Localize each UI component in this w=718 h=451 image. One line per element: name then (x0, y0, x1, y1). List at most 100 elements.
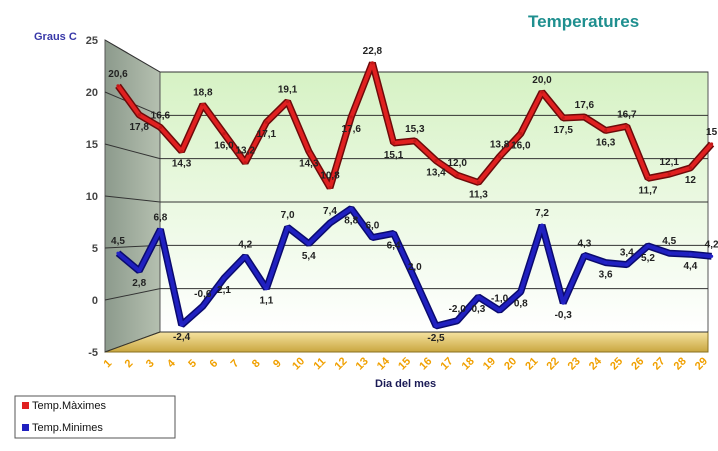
data-label: 10,8 (320, 171, 340, 182)
legend-label-maximes: Temp.Màximes (32, 400, 106, 412)
data-point (265, 121, 268, 124)
data-point (710, 142, 713, 145)
x-tick-label: 2 (123, 357, 136, 370)
data-label: 15,3 (405, 124, 425, 135)
x-tick-label: 19 (481, 355, 498, 372)
y-tick-label: 15 (86, 139, 98, 151)
data-point (138, 269, 141, 272)
data-point (540, 90, 543, 93)
data-point (434, 159, 437, 162)
data-point (646, 177, 649, 180)
data-point (307, 242, 310, 245)
data-point (540, 224, 543, 227)
data-label: 5,4 (302, 251, 316, 262)
data-point (434, 324, 437, 327)
data-label: 4,5 (662, 236, 676, 247)
data-label: 7,0 (281, 210, 295, 221)
data-label: 0,3 (471, 304, 485, 315)
x-tick-label: 16 (417, 355, 434, 372)
data-label: 4,5 (111, 236, 125, 247)
data-label: 0,8 (514, 299, 528, 310)
y-tick-label: 10 (86, 191, 98, 203)
data-label: 3,4 (620, 248, 634, 259)
data-label: 14,3 (299, 158, 319, 169)
x-axis-label: Dia del mes (375, 378, 436, 390)
data-label: 18,8 (193, 88, 213, 99)
x-tick-label: 14 (375, 355, 393, 373)
x-tick-label: 11 (312, 356, 329, 373)
data-point (625, 263, 628, 266)
data-point (159, 228, 162, 231)
y-tick-label: -5 (88, 347, 98, 359)
x-tick-label: 8 (250, 357, 263, 370)
x-tick-label: 9 (271, 357, 284, 370)
data-point (265, 287, 268, 290)
data-label: -2,4 (173, 332, 191, 343)
data-point (371, 61, 374, 64)
chart-title: Temperatures (528, 12, 639, 31)
data-point (456, 174, 459, 177)
x-tick-label: 29 (693, 355, 710, 372)
data-label: 20,6 (108, 69, 128, 80)
data-point (159, 126, 162, 129)
data-label: -0,6 (194, 289, 212, 300)
x-tick-label: 6 (207, 357, 220, 370)
data-point (328, 186, 331, 189)
data-point (413, 278, 416, 281)
data-label: -1,0 (491, 293, 509, 304)
data-point (371, 236, 374, 239)
data-point (392, 141, 395, 144)
x-tick-label: 18 (460, 355, 477, 372)
x-axis-ticks: 1 2 3 4 5 6 7 8 9 10 11 12 13 14 15 16 17 18 19 20 21 22 23 24 2… (101, 355, 710, 373)
data-point (222, 132, 225, 135)
data-point (498, 309, 501, 312)
data-point (180, 150, 183, 153)
data-point (350, 115, 353, 118)
data-point (583, 115, 586, 118)
data-label: 7,2 (535, 208, 549, 219)
y-axis-ticks: -5 0 5 10 15 20 25 (86, 35, 98, 359)
data-label: 8,8 (344, 216, 358, 227)
data-point (668, 252, 671, 255)
data-label: 20,0 (532, 75, 552, 86)
x-tick-label: 15 (396, 355, 413, 372)
x-tick-label: 10 (290, 355, 307, 372)
data-point (201, 305, 204, 308)
data-point (477, 181, 480, 184)
data-label: 3,6 (599, 270, 613, 281)
data-label: 17,8 (129, 122, 149, 133)
x-tick-label: 22 (545, 355, 562, 372)
data-label: 16,3 (596, 138, 616, 149)
data-point (604, 261, 607, 264)
data-point (413, 139, 416, 142)
data-label: 17,5 (553, 125, 573, 136)
x-tick-label: 23 (566, 355, 583, 372)
data-point (583, 254, 586, 257)
x-tick-label: 17 (439, 355, 456, 372)
data-point (519, 132, 522, 135)
data-point (604, 129, 607, 132)
data-label: 15,1 (384, 150, 404, 161)
data-label: -2,5 (427, 333, 445, 344)
data-label: 12,0 (447, 158, 467, 169)
data-point (116, 252, 119, 255)
data-label: 16,6 (151, 110, 171, 121)
data-label: 13,8 (490, 140, 510, 151)
data-label: 11,3 (469, 190, 488, 201)
data-point (286, 100, 289, 103)
y-tick-label: 25 (86, 35, 98, 47)
data-point (138, 113, 141, 116)
data-point (625, 125, 628, 128)
y-tick-label: 5 (92, 243, 98, 255)
data-point (668, 173, 671, 176)
data-label: 2,1 (217, 285, 231, 296)
x-tick-label: 5 (186, 357, 199, 370)
data-label: 17,6 (341, 124, 361, 135)
y-tick-label: 0 (92, 295, 98, 307)
data-point (456, 319, 459, 322)
data-label: 1,1 (259, 296, 273, 307)
data-label: 13,2 (235, 146, 255, 157)
data-point (710, 255, 713, 258)
